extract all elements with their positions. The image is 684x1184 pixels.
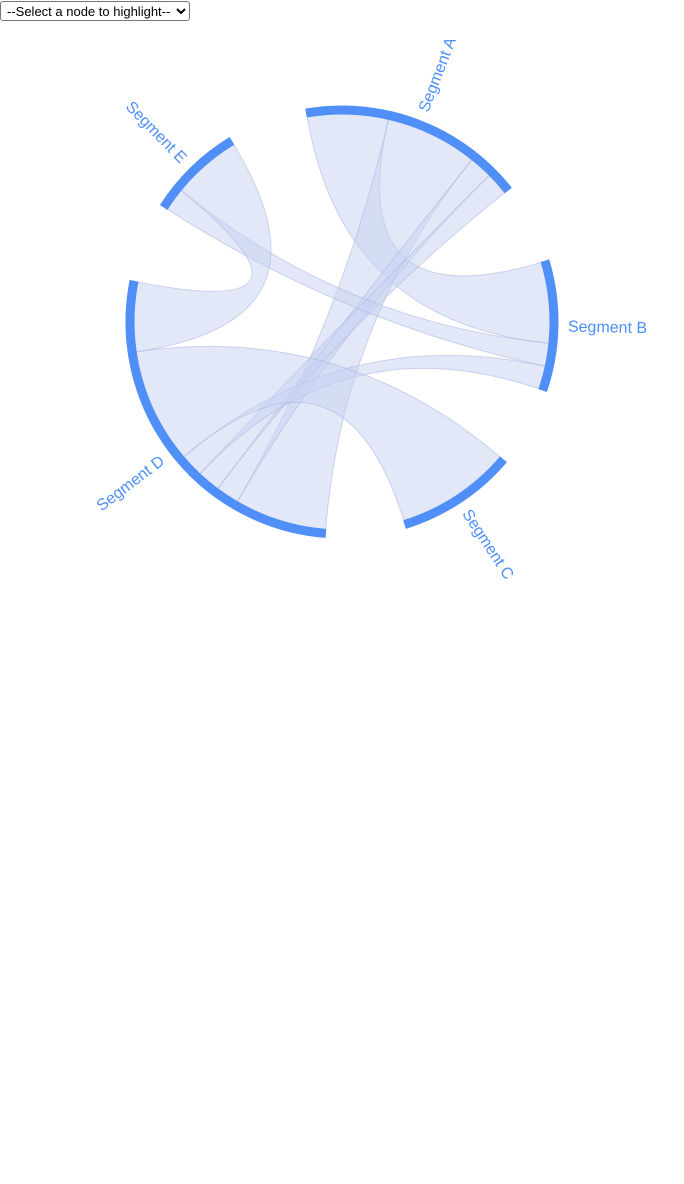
segment-arc[interactable] — [125, 280, 327, 538]
segment-arc[interactable] — [538, 259, 559, 392]
segment-label: Segment E — [122, 98, 189, 167]
segment-label: Segment D — [94, 453, 168, 515]
segment-label: Segment B — [568, 319, 647, 337]
chord-ribbon[interactable] — [133, 143, 272, 353]
node-select-dropdown[interactable]: --Select a node to highlight-- — [0, 1, 190, 21]
chord-ribbons — [133, 113, 551, 530]
segment-label: Segment A — [416, 35, 460, 114]
segment-arc[interactable] — [160, 137, 235, 210]
chord-arcs — [125, 105, 559, 538]
segment-arc[interactable] — [403, 456, 507, 529]
segment-label: Segment C — [458, 507, 516, 583]
segment-arc[interactable] — [305, 105, 512, 194]
